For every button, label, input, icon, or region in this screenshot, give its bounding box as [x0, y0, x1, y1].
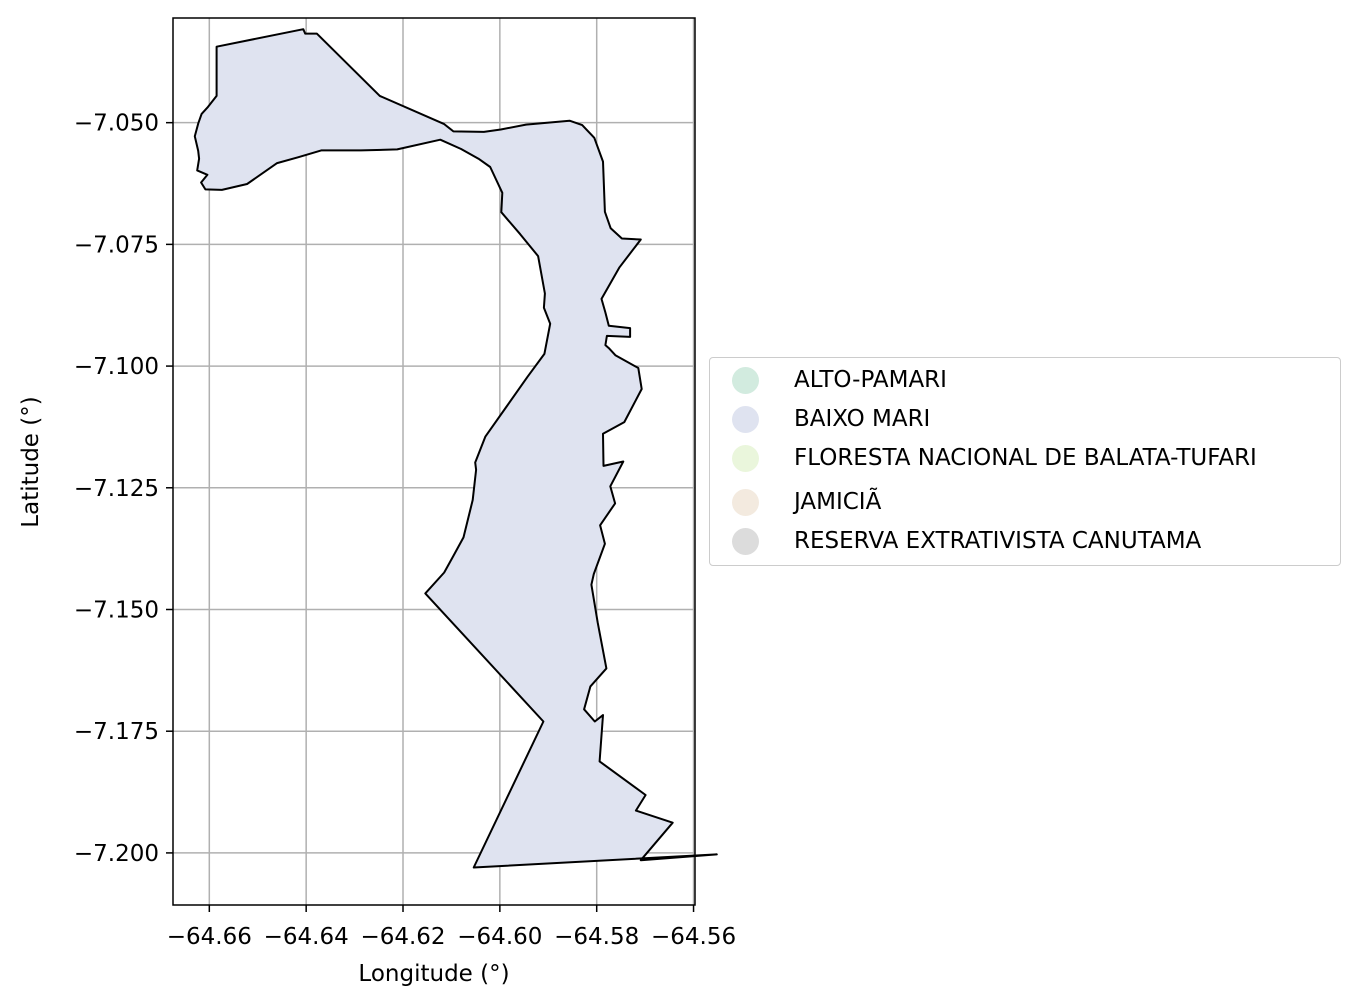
y-axis-label: Latitude (°) — [18, 396, 44, 527]
legend-marker — [732, 527, 759, 555]
region-baixo-mari — [194, 29, 717, 868]
x-tick-label: −64.56 — [651, 924, 736, 950]
legend-label: RESERVA EXTRATIVISTA CANUTAMA — [794, 528, 1202, 554]
legend-item-reserva-canutama: RESERVA EXTRATIVISTA CANUTAMA — [710, 521, 1330, 561]
y-tick-label: −7.100 — [74, 354, 159, 380]
y-tick-label: −7.175 — [74, 719, 159, 745]
legend-item-floresta-balata-tufari: FLORESTA NACIONAL DE BALATA-TUFARI — [710, 438, 1330, 478]
x-tick-label: −64.60 — [457, 924, 542, 950]
boundary-outline — [193, 28, 718, 869]
y-tick-label: −7.075 — [74, 232, 159, 258]
y-axis-ticks: −7.050 −7.075 −7.100 −7.125 −7.150 −7.175 −7.2… — [74, 111, 173, 867]
legend-item-alto-pamari: ALTO-PAMARI — [710, 360, 1330, 400]
x-tick-label: −64.64 — [264, 924, 349, 950]
x-tick-label: −64.66 — [167, 924, 252, 950]
map-regions — [193, 28, 718, 869]
y-tick-label: −7.125 — [74, 476, 159, 502]
legend-marker — [732, 405, 759, 433]
y-tick-label: −7.200 — [74, 841, 159, 867]
legend-marker — [732, 444, 759, 472]
legend-label: JAMICIÃ — [794, 489, 882, 515]
plot-frame — [172, 17, 696, 906]
legend-label: FLORESTA NACIONAL DE BALATA-TUFARI — [794, 445, 1257, 471]
x-tick-label: −64.58 — [554, 924, 639, 950]
x-axis-ticks: −64.66 −64.64 −64.62 −64.60 −64.58 −64.56 — [167, 905, 736, 950]
x-axis-label: Longitude (°) — [358, 961, 509, 987]
y-tick-label: −7.150 — [74, 597, 159, 623]
legend-label: BAIXO MARI — [794, 406, 931, 432]
legend-item-jamicia: JAMICIÃ — [710, 482, 1330, 522]
legend-marker — [732, 488, 759, 516]
y-tick-label: −7.050 — [74, 111, 159, 137]
legend-label: ALTO-PAMARI — [794, 367, 947, 393]
legend-marker — [732, 366, 759, 394]
legend-item-baixo-mari: BAIXO MARI — [710, 399, 1330, 439]
x-tick-label: −64.62 — [360, 924, 445, 950]
legend: ALTO-PAMARI BAIXO MARI FLORESTA NACIONAL… — [709, 357, 1341, 566]
